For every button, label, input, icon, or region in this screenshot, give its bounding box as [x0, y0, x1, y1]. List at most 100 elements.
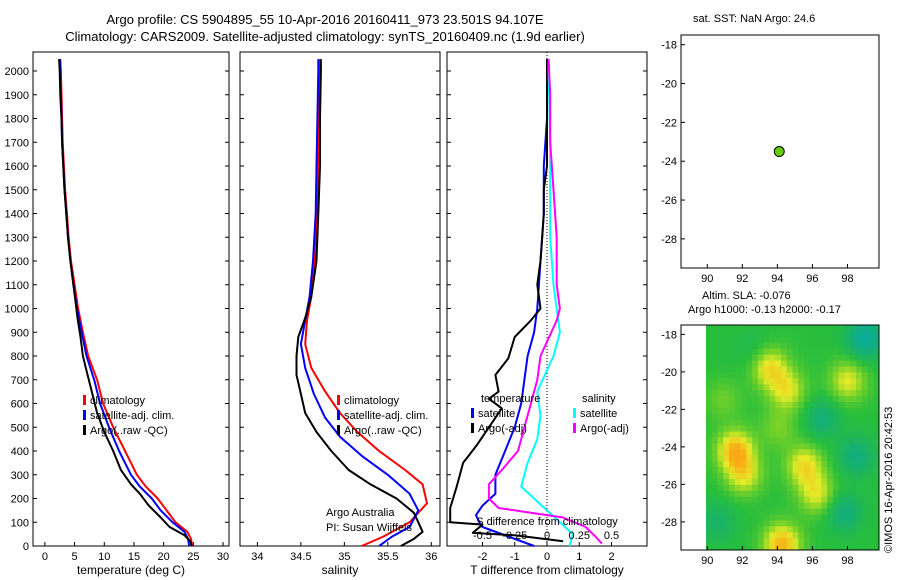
heatmap-cell — [815, 325, 822, 332]
heatmap-cell — [734, 514, 741, 521]
altimetry-xtick-label: 92 — [736, 555, 748, 567]
heatmap-cell — [723, 330, 730, 338]
heatmap-cell — [855, 325, 863, 332]
heatmap-cell — [757, 508, 765, 515]
heatmap-cell — [861, 366, 868, 373]
heatmap-cell — [867, 532, 874, 539]
altimetry-xtick-label: 90 — [701, 555, 713, 567]
heatmap-cell — [729, 467, 736, 474]
heatmap-cell — [746, 378, 753, 385]
heatmap-cell — [815, 467, 822, 474]
heatmap-cell — [723, 461, 730, 468]
heatmap-cell — [804, 360, 811, 367]
heatmap-cell — [792, 455, 799, 462]
heatmap-cell — [786, 384, 793, 391]
heatmap-cell — [867, 473, 874, 480]
heatmap-cell — [740, 520, 747, 527]
heatmap-cell — [855, 401, 863, 409]
heatmap-cell — [815, 348, 822, 355]
heatmap-cell — [798, 342, 805, 350]
heatmap-cell — [832, 342, 840, 350]
heatmap-cell — [717, 378, 724, 385]
heatmap-cell — [757, 544, 765, 551]
heatmap-cell — [746, 425, 753, 432]
heatmap-cell — [706, 490, 713, 498]
heatmap-cell — [838, 348, 845, 355]
heatmap-cell — [775, 419, 782, 427]
difference-xtick-label: -1 — [510, 551, 520, 563]
heatmap-cell — [780, 378, 788, 385]
heatmap-cell — [706, 413, 713, 421]
difference-legend-label: satellite — [580, 408, 617, 420]
heatmap-cell — [752, 330, 759, 338]
heatmap-cell — [729, 413, 736, 421]
heatmap-cell — [815, 390, 822, 397]
heatmap-cell — [798, 419, 805, 427]
heatmap-cell — [838, 538, 845, 545]
heatmap-cell — [780, 508, 788, 515]
heatmap-cell — [752, 360, 759, 367]
heatmap-cell — [809, 538, 816, 545]
heatmap-cell — [717, 478, 724, 486]
salinity-series-climatology — [304, 59, 428, 547]
heatmap-cell — [763, 496, 770, 504]
heatmap-cell — [706, 372, 713, 379]
heatmap-cell — [867, 325, 874, 332]
heatmap-cell — [717, 544, 724, 551]
difference-xtick-label: -2 — [478, 551, 488, 563]
heatmap-cell — [809, 508, 816, 515]
heatmap-cell — [711, 526, 718, 533]
heatmap-cell — [804, 425, 811, 432]
heatmap-cell — [855, 467, 863, 474]
heatmap-cell — [729, 378, 736, 385]
heatmap-cell — [844, 502, 851, 509]
heatmap-cell — [798, 413, 805, 421]
heatmap-cell — [746, 431, 753, 438]
heatmap-cell — [838, 384, 845, 391]
heatmap-cell — [775, 461, 782, 468]
heatmap-cell — [873, 544, 880, 551]
heatmap-cell — [717, 467, 724, 474]
temperature-legend-label: satellite-adj. clim. — [90, 410, 174, 422]
heatmap-cell — [746, 490, 753, 498]
heatmap-cell — [850, 384, 857, 391]
heatmap-cell — [775, 325, 782, 332]
heatmap-cell — [740, 425, 747, 432]
heatmap-cell — [786, 496, 793, 504]
heatmap-cell — [775, 360, 782, 367]
heatmap-cell — [850, 532, 857, 539]
heatmap-cell — [821, 413, 828, 421]
heatmap-cell — [827, 354, 834, 361]
salinity-frame — [239, 51, 441, 547]
heatmap-cell — [850, 342, 857, 350]
heatmap-cell — [809, 484, 816, 492]
heatmap-cell — [711, 437, 718, 444]
heatmap-cell — [873, 336, 880, 344]
heatmap-cell — [757, 372, 765, 379]
heatmap-cell — [844, 425, 851, 432]
heatmap-cell — [798, 502, 805, 509]
heatmap-cell — [723, 455, 730, 462]
heatmap-cell — [717, 461, 724, 468]
heatmap-cell — [711, 342, 718, 350]
heatmap-cell — [867, 514, 874, 521]
heatmap-cell — [867, 384, 874, 391]
heatmap-cell — [775, 467, 782, 474]
heatmap-cell — [780, 449, 788, 456]
heatmap-cell — [711, 431, 718, 438]
temperature-ytick-label: 1900 — [5, 90, 29, 102]
temperature-legend-swatch — [83, 410, 86, 420]
heatmap-cell — [821, 384, 828, 391]
heatmap-cell — [775, 384, 782, 391]
heatmap-cell — [798, 437, 805, 444]
heatmap-cell — [867, 413, 874, 421]
heatmap-cell — [809, 520, 816, 527]
heatmap-cell — [717, 484, 724, 492]
heatmap-cell — [746, 396, 753, 403]
heatmap-cell — [798, 449, 805, 456]
heatmap-cell — [832, 390, 840, 397]
heatmap-cell — [786, 378, 793, 385]
salinity-legend-swatch — [337, 410, 340, 420]
heatmap-cell — [867, 330, 874, 338]
temperature-ytick-label: 1500 — [5, 185, 29, 197]
